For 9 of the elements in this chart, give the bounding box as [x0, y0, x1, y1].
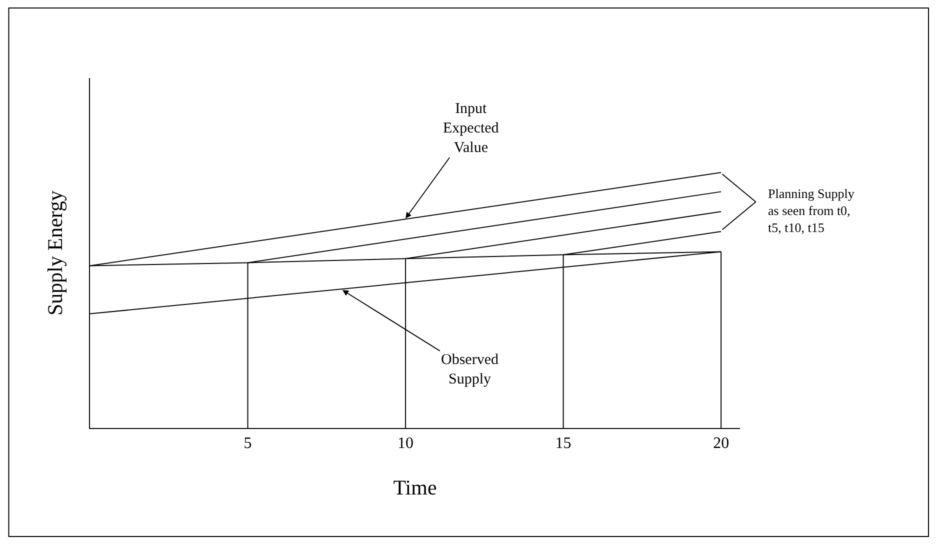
- x-tick-label: 5: [244, 435, 252, 452]
- x-tick-label: 20: [713, 435, 730, 452]
- annotation: Observed Supply: [441, 352, 499, 388]
- x-tick-label: 10: [398, 435, 414, 452]
- x-axis-title: Time: [393, 475, 437, 500]
- annotation: Input Expected Value: [443, 101, 500, 156]
- x-tick-label: 15: [555, 435, 572, 452]
- text: Planning Supply as seen from t0, t5, t10, t15: [768, 186, 855, 235]
- y-axis-title: Supply Energy: [43, 190, 68, 316]
